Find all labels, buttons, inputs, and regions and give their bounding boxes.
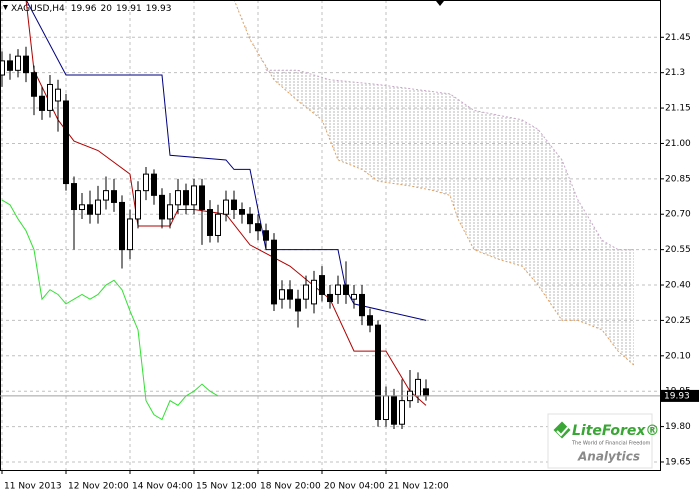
candle-body (295, 298, 301, 312)
candle-body (311, 279, 317, 305)
candle-body (55, 88, 61, 102)
y-tick-label: 20.40 (665, 281, 691, 291)
candle-body (319, 275, 325, 295)
candle-body (191, 185, 197, 206)
candle-body (119, 201, 125, 251)
indicator-line (233, 0, 635, 366)
candle-body (111, 190, 117, 203)
plot-frame (0, 0, 661, 471)
candle-body (183, 190, 189, 206)
cloud-layer (234, 0, 634, 366)
candle-body (327, 293, 333, 303)
candle-body (175, 190, 181, 206)
candle-body (263, 230, 269, 241)
candle-body (199, 185, 205, 211)
x-tick-label: 14 Nov 04:00 (132, 482, 193, 492)
y-tick-label: 21.15 (665, 104, 691, 114)
candle-body (127, 218, 133, 251)
logo-box (547, 413, 653, 469)
candle-body (375, 324, 381, 421)
candle-body (287, 289, 293, 300)
candle-body (279, 289, 285, 300)
candle-body (239, 209, 245, 215)
candle-body (335, 284, 341, 295)
x-tick-label: 21 Nov 12:00 (388, 482, 449, 492)
candle-body (423, 388, 429, 397)
low-value: 19.91 (116, 4, 142, 14)
candle-body (159, 194, 165, 220)
high-value: 20 (101, 4, 113, 14)
chart-title: XAGUSD,H4 19.96 20 19.91 19.93 (11, 4, 171, 14)
candle-body (399, 400, 405, 425)
candle-body (15, 55, 21, 71)
close-value: 19.93 (146, 4, 172, 14)
bid-label-box (661, 389, 699, 402)
candle-body (23, 55, 29, 74)
candle-body (63, 100, 69, 185)
x-tick-label: 11 Nov 2013 (4, 482, 62, 492)
logo: LiteForex® The World of Financial Freedo… (547, 413, 659, 469)
candle-body (47, 83, 53, 111)
candle-body (343, 284, 349, 295)
ichimoku-cloud (234, 0, 634, 366)
shift-marker (436, 1, 444, 6)
candle-body (79, 204, 85, 211)
candle-body (223, 199, 229, 215)
candle-body (135, 190, 141, 220)
candle-body (71, 183, 77, 211)
y-tick-label: 20.70 (665, 210, 691, 220)
indicator-line (266, 69, 634, 251)
candle-body (247, 213, 253, 225)
y-tick-label: 20.85 (665, 174, 691, 184)
candle-body (87, 204, 93, 215)
axes: 21.45 21.3 21.15 21.00 20.85 20.70 20.55 20.40 2… (0, 33, 699, 492)
candle-body (7, 60, 13, 71)
candle-body (255, 223, 261, 232)
candle-body (103, 190, 109, 201)
candle-body (151, 173, 157, 196)
candle-body (271, 239, 277, 305)
candle-body (95, 199, 101, 215)
candle-body (231, 199, 237, 211)
logo-check (556, 425, 570, 437)
y-tick-label: 20.55 (665, 245, 691, 255)
candle-body (31, 72, 37, 97)
candle-body (167, 204, 173, 220)
candle-body (383, 395, 389, 421)
candle-body (215, 213, 221, 236)
logo-icon (553, 421, 571, 439)
open-value: 19.96 (71, 4, 97, 14)
candle-body (351, 293, 357, 300)
candle-body (303, 284, 309, 300)
logo-product: Analytics (577, 450, 640, 464)
y-tick-label: 19.80 (665, 422, 691, 432)
grid (0, 0, 660, 470)
symbol-icon (3, 5, 8, 10)
logo-tagline: The World of Financial Freedom (571, 441, 651, 447)
candle-body (359, 293, 365, 317)
indicator-line (1, 199, 219, 421)
y-tick-label: 21.3 (665, 68, 685, 78)
symbol: XAGUSD,H4 (11, 4, 65, 14)
candles (0, 46, 429, 429)
logo-brand: LiteForex® (572, 423, 659, 439)
candle-body (391, 395, 397, 425)
candle-body (367, 315, 373, 326)
y-tick-label: 21.45 (665, 33, 691, 43)
x-tick-label: 20 Nov 04:00 (324, 482, 385, 492)
x-tick-label: 15 Nov 12:00 (196, 482, 257, 492)
y-tick-label: 19.65 (665, 457, 691, 467)
x-tick-label: 12 Nov 20:00 (68, 482, 129, 492)
candle-body (0, 60, 5, 76)
y-tick-label: 21.00 (665, 139, 691, 149)
candle-body (207, 209, 213, 236)
bid-label: 19.93 (664, 391, 690, 401)
y-tick-label: 20.25 (665, 316, 691, 326)
candle-body (143, 173, 149, 192)
candle-body (415, 378, 421, 397)
candle-body (39, 95, 45, 111)
x-tick-label: 18 Nov 20:00 (260, 482, 321, 492)
y-tick-label: 20.10 (665, 351, 691, 361)
